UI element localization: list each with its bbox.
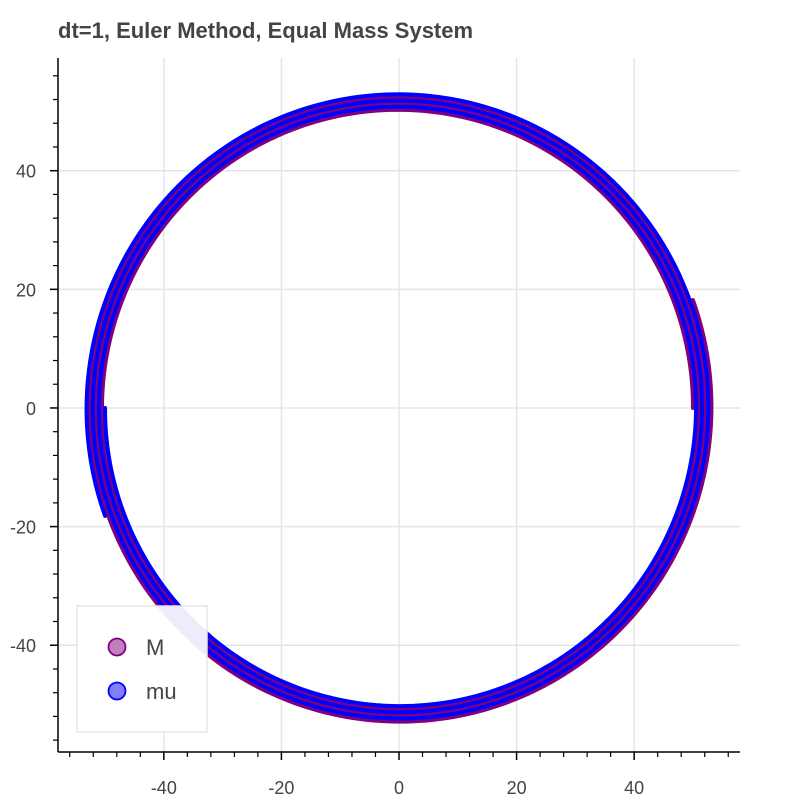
axes: -40 -20 0 20 40 -40 -20 0 20 40 [10,58,740,798]
series-line-M [87,95,714,724]
y-tick-label: 40 [16,162,36,182]
grid-lines [58,58,740,752]
series-layer [84,92,714,724]
x-tick-label: -20 [268,778,294,798]
legend-marker-M [107,637,127,657]
legend-box [76,605,208,733]
x-tick-label: -40 [151,778,177,798]
legend-label-M: M [146,635,164,660]
x-tick-label: 0 [394,778,404,798]
x-tick-label: 40 [624,778,644,798]
legend-label-mu: mu [146,679,177,704]
x-tick-label: 20 [507,778,527,798]
legend: Mmu [76,605,208,733]
series-line-mu [84,92,711,721]
y-tick-label: -40 [10,636,36,656]
chart-title: dt=1, Euler Method, Equal Mass System [58,18,474,43]
y-tick-label: 0 [26,399,36,419]
legend-marker-mu [107,681,127,701]
y-tick-label: 20 [16,280,36,300]
y-tick-label: -20 [10,518,36,538]
